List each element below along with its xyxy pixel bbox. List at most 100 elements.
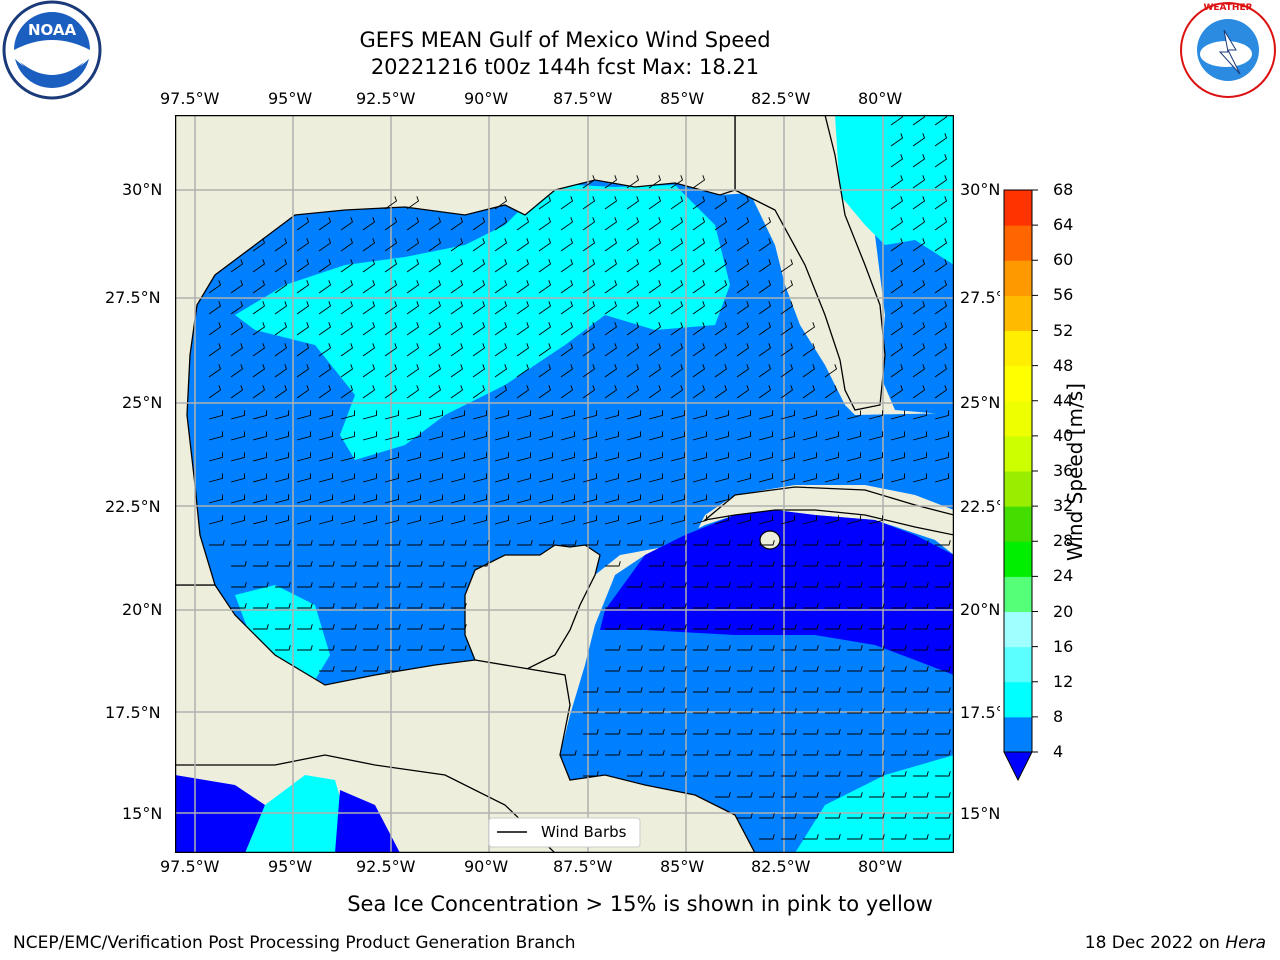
wind-barb <box>693 666 709 672</box>
wind-barb <box>825 603 841 609</box>
wind-barb <box>692 238 706 252</box>
lat-tick-left: 25°N <box>122 393 163 412</box>
wind-barb <box>626 238 640 252</box>
wind-barb <box>252 473 268 483</box>
wind-barb <box>472 410 488 420</box>
wind-barb <box>648 364 662 378</box>
colorbar-tick-label: 16 <box>1053 636 1074 656</box>
wind-barb <box>560 238 574 252</box>
wind-barb <box>913 561 929 567</box>
wind-barb <box>758 473 774 483</box>
wind-barb <box>319 540 335 546</box>
wind-barb <box>494 343 508 357</box>
footer-branch: NCEP/EMC/Verification Post Processing Pr… <box>13 933 576 953</box>
wind-barb <box>891 666 907 672</box>
wind-barb <box>759 687 775 693</box>
wind-barb <box>934 301 948 315</box>
wind-barb <box>319 582 335 588</box>
wind-barb <box>406 343 420 357</box>
wind-barb <box>472 431 488 441</box>
wind-barb <box>934 175 948 189</box>
wind-barb <box>714 280 728 294</box>
wind-barb <box>802 364 816 378</box>
colorbar-extend-arrow <box>1003 751 1033 782</box>
wind-barb <box>362 259 376 273</box>
wind-barb <box>384 473 400 483</box>
wind-barb <box>538 473 554 483</box>
wind-barb <box>758 280 772 294</box>
wind-barb <box>451 561 467 567</box>
lat-tick-left: 22.5°N <box>105 497 161 516</box>
wind-barb <box>671 687 687 693</box>
wind-barb <box>297 624 313 630</box>
wind-barb <box>274 473 290 483</box>
wind-barb <box>318 343 332 357</box>
wind-barb <box>318 364 332 378</box>
wind-barb <box>340 343 354 357</box>
wind-barb <box>472 259 486 273</box>
wind-barb <box>583 750 599 756</box>
wind-barb <box>825 792 841 798</box>
wind-barb <box>296 452 312 462</box>
wind-barb <box>363 582 379 588</box>
wind-barb <box>318 473 334 483</box>
wind-barb <box>582 515 598 525</box>
wind-barb <box>231 603 247 609</box>
wind-barb <box>869 666 885 672</box>
wind-barb <box>604 494 620 504</box>
wind-barb <box>913 792 929 798</box>
wind-barb <box>846 452 862 462</box>
wind-barb <box>890 364 904 378</box>
wind-barb <box>472 322 486 336</box>
wind-barb <box>715 708 731 714</box>
wind-barb <box>692 431 708 441</box>
wind-barb <box>825 666 841 672</box>
wind-barb <box>340 280 354 294</box>
wind-barb <box>472 515 488 525</box>
wind-barb <box>736 196 750 210</box>
wind-barb <box>252 280 266 294</box>
wind-barb <box>538 238 552 252</box>
wind-barb <box>934 154 948 168</box>
wind-barb <box>869 771 885 777</box>
lat-tick-right: 27.5°N <box>960 288 1000 307</box>
wind-barb <box>935 624 951 630</box>
wind-barb <box>758 410 774 420</box>
wind-barb <box>671 645 687 651</box>
wind-barb <box>582 364 596 378</box>
wind-barb <box>759 834 775 840</box>
wind-barb <box>604 322 618 336</box>
wind-barb <box>847 540 863 546</box>
wind-barb <box>472 494 488 504</box>
wind-barb <box>803 750 819 756</box>
wind-barb <box>869 813 885 819</box>
central-america-land <box>175 584 756 853</box>
colorbar-segment <box>1004 611 1032 648</box>
lat-tick-left: 17.5°N <box>105 703 161 722</box>
wind-barb <box>935 687 951 693</box>
wind-barb <box>803 708 819 714</box>
wind-barb <box>913 624 929 630</box>
colorbar-segment <box>1004 681 1032 718</box>
wind-barb <box>406 301 420 315</box>
wind-barb <box>605 603 621 609</box>
wind-barb <box>737 771 753 777</box>
wind-barb <box>560 385 574 399</box>
wind-barb <box>494 280 508 294</box>
chart-title-line1: GEFS MEAN Gulf of Mexico Wind Speed <box>359 28 771 52</box>
wind-barb <box>847 771 863 777</box>
wind-barb <box>275 645 291 651</box>
wind-barb <box>516 259 530 273</box>
wind-barb <box>648 494 664 504</box>
wind-barb <box>582 343 596 357</box>
high-wind-region-south-caribbean <box>795 755 954 853</box>
wind-barb <box>231 540 247 546</box>
wind-barb <box>670 175 684 189</box>
wind-barb <box>407 582 423 588</box>
wind-barb <box>891 687 907 693</box>
wind-barb <box>890 280 904 294</box>
wind-barb <box>428 515 444 525</box>
wind-barb <box>868 410 884 420</box>
wind-barb <box>649 603 665 609</box>
wind-barb <box>715 540 731 546</box>
